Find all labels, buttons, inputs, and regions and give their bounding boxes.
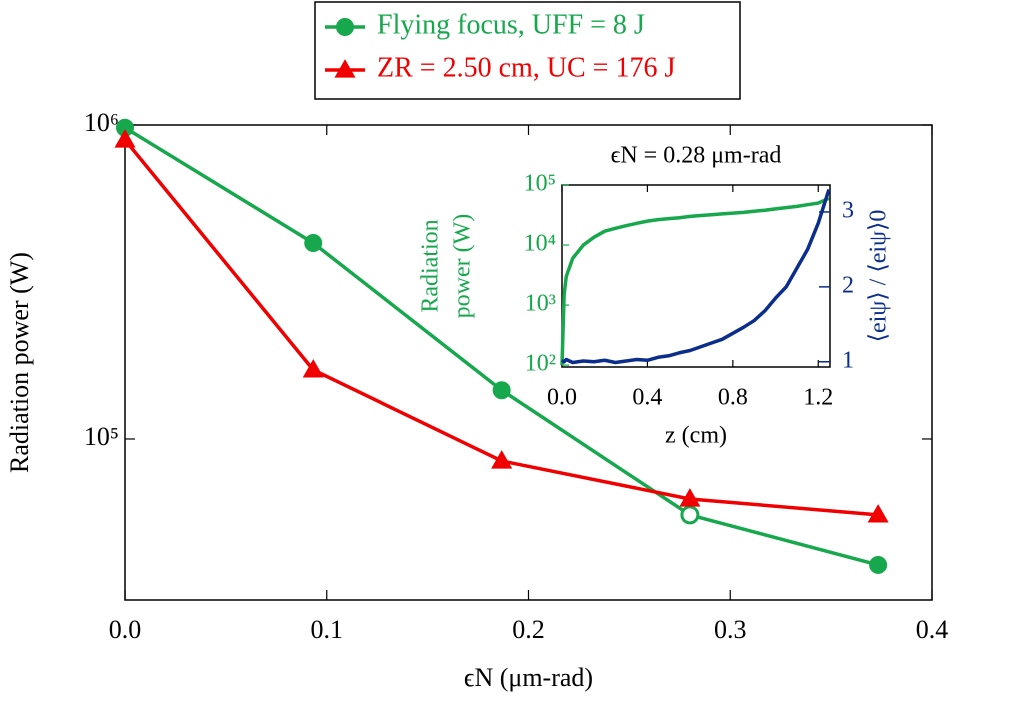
marker (869, 555, 888, 574)
y-tick-label: 10⁶ (84, 108, 119, 137)
y-axis-label: Radiation power (W) (5, 252, 34, 473)
x-tick-label: 1.2 (803, 385, 833, 411)
y-tick-label: 10³ (525, 291, 556, 317)
x-tick-label: 0.3 (714, 615, 747, 644)
marker (334, 59, 356, 78)
marker (336, 18, 354, 36)
marker (492, 381, 511, 400)
legend-label: Flying focus, UFF = 8 J (377, 9, 645, 40)
marker (304, 233, 323, 252)
x-tick-label: 0.4 (916, 615, 949, 644)
y2-tick-label: 2 (842, 272, 854, 298)
x-tick-label: 0.4 (632, 385, 662, 411)
legend-box (314, 1, 741, 100)
y-tick-label: 10⁴ (524, 231, 556, 257)
marker (302, 359, 324, 378)
x-tick-label: 0.1 (311, 615, 344, 644)
x-axis-label: ϵN (μm-rad) (464, 663, 593, 692)
x-tick-label: 0.2 (512, 615, 545, 644)
marker (114, 129, 136, 148)
plot-frame (561, 184, 831, 368)
series-line (560, 196, 830, 366)
marker (867, 504, 889, 523)
marker (679, 488, 701, 507)
marker (491, 450, 513, 469)
marker (680, 505, 700, 525)
series-line (560, 188, 831, 365)
x-tick-label: 0.8 (718, 385, 748, 411)
inset-title: ϵN = 0.28 μm-rad (611, 143, 782, 169)
y-axis-label: power (W) (450, 214, 476, 319)
y-tick-label: 10⁵ (84, 422, 119, 451)
x-tick-label: 0.0 (547, 385, 577, 411)
legend-label: ZR = 2.50 cm, UC = 176 J (377, 52, 675, 83)
y-tick-label: 10⁵ (524, 171, 556, 197)
x-axis-label: z (cm) (665, 423, 727, 449)
y2-axis-label: ⟨eiψ⟩ / ⟨eiψ⟩0 (866, 210, 892, 343)
y-tick-label: 10² (525, 351, 556, 377)
y2-tick-label: 3 (842, 197, 854, 223)
y2-tick-label: 1 (842, 347, 854, 373)
x-tick-label: 0.0 (109, 615, 142, 644)
y-axis-label: Radiation (418, 219, 444, 312)
